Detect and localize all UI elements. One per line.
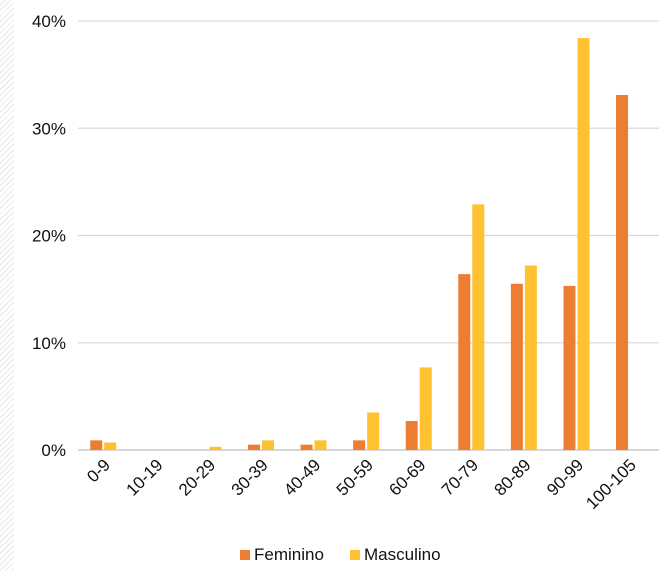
bar-feminino-30-39 [247, 444, 260, 450]
bar-masculino-70-79 [472, 204, 485, 450]
x-tick-label: 60-69 [385, 455, 429, 499]
bar-feminino-100-105 [616, 95, 629, 450]
bar-masculino-0-9 [104, 442, 117, 450]
x-tick-label: 20-29 [175, 455, 219, 499]
bar-masculino-80-89 [524, 265, 537, 450]
x-axis-ticks: 0-9 10-19 20-29 30-39 40-49 50-59 60-69 70-79 80… [83, 455, 640, 513]
bar-feminino-50-59 [353, 440, 366, 450]
x-tick-label: 30-39 [228, 455, 272, 499]
bar-feminino-90-99 [563, 285, 576, 450]
legend-label-masculino: Masculino [364, 545, 441, 564]
y-tick-label: 0% [41, 441, 66, 460]
x-tick-label: 80-89 [491, 455, 535, 499]
y-axis-ticks: 0% 10% 20% 30% 40% [32, 12, 66, 460]
x-tick-label: 90-99 [543, 455, 587, 499]
bar-masculino-20-29 [209, 446, 222, 450]
x-tick-label: 10-19 [122, 455, 166, 499]
x-tick-label: 100-105 [582, 455, 640, 513]
x-tick-label: 40-49 [280, 455, 324, 499]
bar-masculino-40-49 [314, 440, 327, 450]
bar-masculino-90-99 [577, 38, 590, 450]
x-tick-label: 0-9 [83, 455, 114, 486]
y-tick-label: 40% [32, 12, 66, 31]
y-tick-label: 20% [32, 227, 66, 246]
x-tick-label: 70-79 [438, 455, 482, 499]
bar-feminino-0-9 [90, 440, 103, 450]
bar-feminino-40-49 [300, 444, 313, 450]
bar-feminino-60-69 [405, 421, 418, 450]
bar-feminino-80-89 [510, 283, 523, 450]
bar-feminino-70-79 [458, 274, 471, 450]
legend: Feminino Masculino [240, 545, 441, 564]
bar-masculino-30-39 [261, 440, 274, 450]
legend-label-feminino: Feminino [254, 545, 324, 564]
bars [90, 38, 629, 450]
bar-masculino-50-59 [367, 412, 380, 450]
legend-swatch-masculino [350, 550, 360, 560]
x-tick-label: 50-59 [333, 455, 377, 499]
left-hatch-border [0, 0, 14, 571]
y-tick-label: 10% [32, 334, 66, 353]
y-tick-label: 30% [32, 119, 66, 138]
bar-masculino-60-69 [419, 367, 432, 450]
legend-swatch-feminino [240, 550, 250, 560]
